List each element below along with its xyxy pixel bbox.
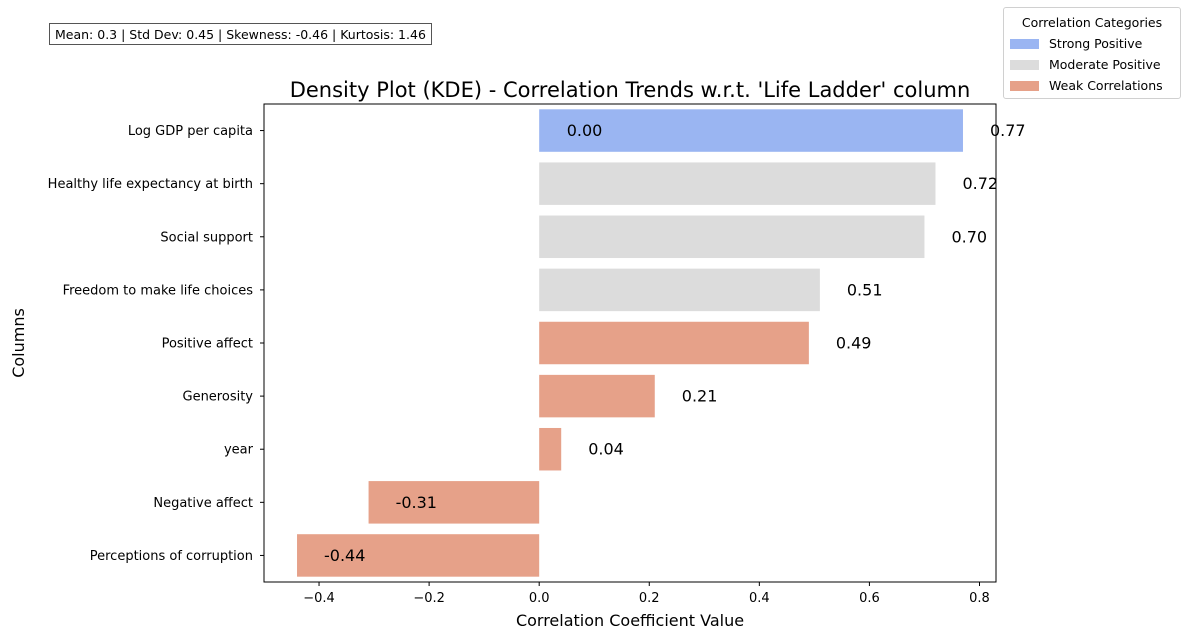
stats-box: Mean: 0.3 | Std Dev: 0.45 | Skewness: -0…	[49, 23, 432, 45]
legend-title: Correlation Categories	[1021, 15, 1163, 30]
value-label: 0.72	[962, 174, 998, 193]
bar	[539, 374, 655, 418]
legend: Correlation Categories Strong Positive M…	[1003, 7, 1181, 99]
x-tick-label: 0.4	[749, 591, 770, 606]
x-axis-label: Correlation Coefficient Value	[516, 611, 744, 630]
y-tick-label: Freedom to make life choices	[63, 283, 254, 298]
bar	[368, 481, 540, 524]
stats-text: Mean: 0.3 | Std Dev: 0.45 | Skewness: -0…	[55, 27, 426, 42]
value-label: 0.70	[951, 227, 987, 246]
bar	[539, 321, 809, 365]
x-tick-label: 0.8	[969, 591, 990, 606]
x-tick-label: 0.2	[639, 591, 660, 606]
y-tick-label: Positive affect	[162, 337, 253, 352]
legend-label: Weak Correlations	[1049, 78, 1163, 93]
y-tick-label: Healthy life expectancy at birth	[48, 177, 253, 192]
bar	[539, 109, 963, 152]
value-label: 0.51	[847, 280, 883, 299]
x-tick-label: 0.0	[529, 591, 550, 606]
y-tick-label: Perceptions of corruption	[90, 549, 253, 564]
x-tick-label: 0.6	[859, 591, 880, 606]
value-label: 0.21	[682, 387, 718, 406]
y-tick-label: Social support	[160, 230, 253, 245]
value-label: -0.31	[396, 493, 437, 512]
x-tick-label: −0.4	[303, 591, 335, 606]
value-label: 0.77	[990, 121, 1026, 140]
y-axis-label: Columns	[9, 308, 28, 378]
legend-label: Strong Positive	[1049, 36, 1143, 51]
y-tick-label: Generosity	[183, 390, 254, 405]
legend-label: Moderate Positive	[1049, 57, 1161, 72]
chart-title: Density Plot (KDE) - Correlation Trends …	[290, 78, 971, 102]
bar	[539, 268, 820, 312]
value-label: -0.44	[324, 546, 365, 565]
plot-frame	[263, 103, 997, 583]
value-label: 0.49	[836, 334, 872, 353]
bar	[539, 215, 925, 259]
legend-swatch	[1010, 39, 1039, 49]
x-tick-label: −0.2	[413, 591, 445, 606]
bar	[297, 534, 540, 577]
y-tick-label: Negative affect	[153, 496, 253, 511]
annotation-label: 0.00	[567, 121, 603, 140]
value-label: 0.04	[588, 440, 624, 459]
legend-swatch	[1010, 60, 1039, 70]
y-tick-label: Log GDP per capita	[128, 124, 253, 139]
y-tick-label: year	[224, 443, 254, 458]
legend-swatch	[1010, 81, 1039, 91]
bar	[539, 162, 936, 205]
bar	[539, 427, 562, 471]
